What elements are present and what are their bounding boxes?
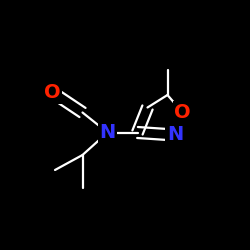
Text: O: O [44,83,61,102]
Text: O: O [174,103,191,122]
Text: N: N [167,126,183,144]
Text: N: N [100,123,116,142]
